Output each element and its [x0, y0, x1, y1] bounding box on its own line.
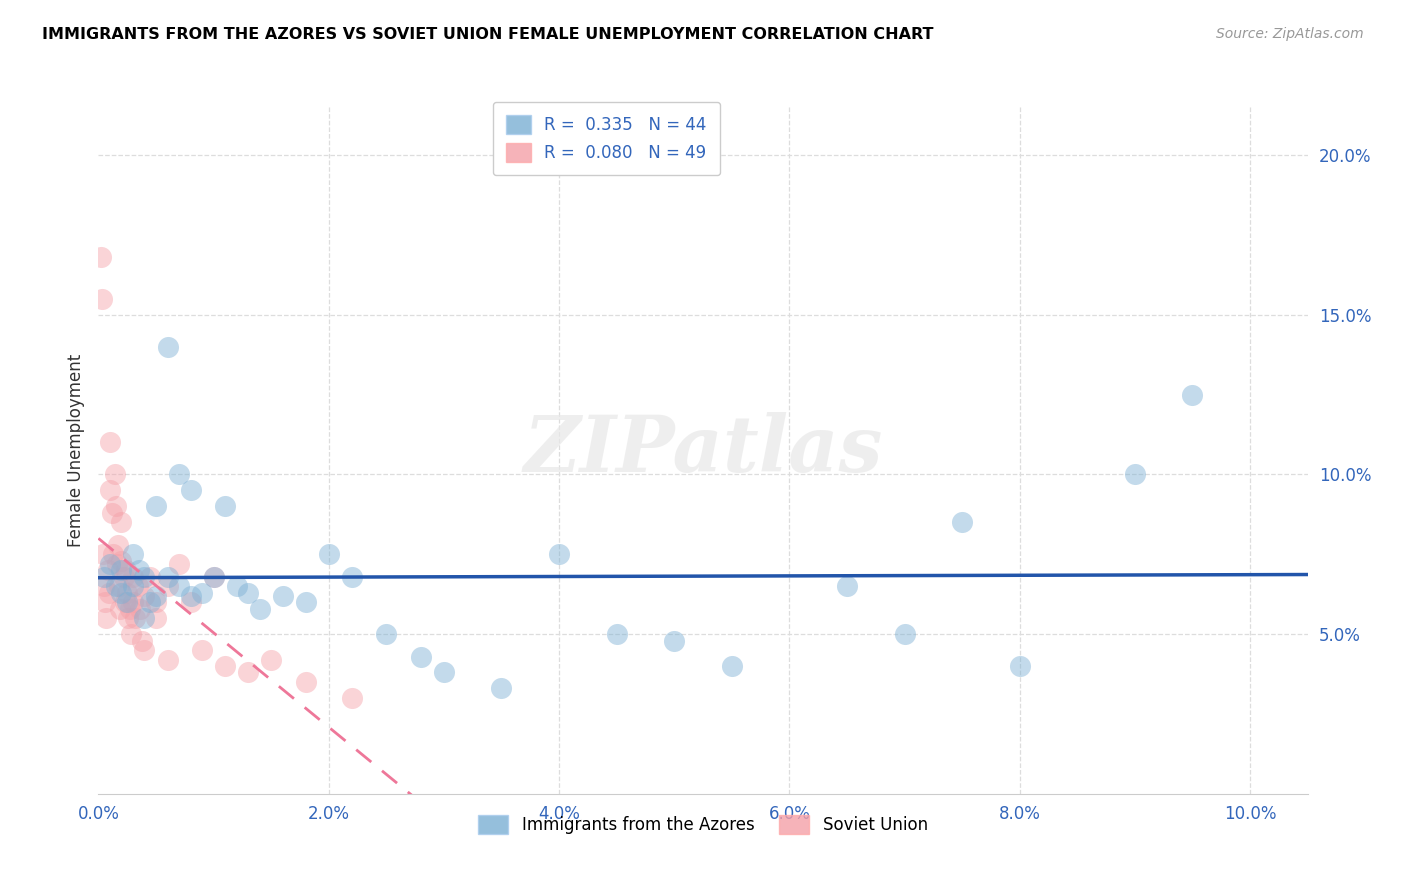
Point	[104, 500, 127, 514]
Point	[101, 506, 124, 520]
Point	[202, 569, 225, 583]
Point	[128, 563, 150, 577]
Point	[548, 547, 571, 561]
Point	[120, 627, 142, 641]
Point	[340, 691, 363, 706]
Point	[93, 569, 115, 583]
Point	[294, 675, 316, 690]
Point	[156, 569, 179, 583]
Point	[139, 595, 162, 609]
Point	[375, 627, 398, 641]
Point	[191, 643, 214, 657]
Point	[122, 569, 145, 583]
Point	[180, 595, 202, 609]
Point	[110, 563, 132, 577]
Point	[105, 557, 128, 571]
Point	[112, 569, 135, 583]
Point	[90, 250, 112, 264]
Point	[139, 569, 162, 583]
Text: Source: ZipAtlas.com: Source: ZipAtlas.com	[1216, 27, 1364, 41]
Point	[115, 563, 138, 577]
Point	[93, 579, 115, 593]
Point	[145, 595, 167, 609]
Point	[1123, 467, 1146, 482]
Point	[409, 649, 432, 664]
Legend: Immigrants from the Azores, Soviet Union: Immigrants from the Azores, Soviet Union	[471, 808, 935, 840]
Point	[128, 601, 150, 615]
Point	[127, 579, 149, 593]
Point	[103, 547, 125, 561]
Point	[318, 547, 340, 561]
Point	[225, 579, 247, 593]
Point	[118, 601, 141, 615]
Point	[131, 633, 153, 648]
Point	[98, 557, 121, 571]
Point	[271, 589, 294, 603]
Point	[107, 538, 129, 552]
Point	[167, 557, 190, 571]
Point	[260, 653, 283, 667]
Point	[249, 601, 271, 615]
Point	[835, 579, 858, 593]
Point	[491, 681, 513, 696]
Point	[122, 547, 145, 561]
Point	[124, 611, 146, 625]
Point	[110, 585, 132, 599]
Point	[167, 467, 190, 482]
Point	[664, 633, 686, 648]
Point	[94, 595, 117, 609]
Point	[180, 483, 202, 498]
Point	[134, 611, 156, 625]
Point	[950, 516, 973, 530]
Point	[134, 643, 156, 657]
Point	[606, 627, 628, 641]
Point	[236, 665, 259, 680]
Point	[1181, 387, 1204, 401]
Point	[122, 579, 145, 593]
Point	[214, 659, 236, 673]
Point	[156, 340, 179, 354]
Point	[115, 595, 138, 609]
Point	[145, 589, 167, 603]
Point	[294, 595, 316, 609]
Point	[97, 563, 120, 577]
Point	[236, 585, 259, 599]
Point	[110, 601, 132, 615]
Point	[893, 627, 915, 641]
Point	[134, 569, 156, 583]
Point	[720, 659, 742, 673]
Y-axis label: Female Unemployment: Female Unemployment	[66, 354, 84, 547]
Point	[145, 500, 167, 514]
Point	[98, 435, 121, 450]
Point	[90, 292, 112, 306]
Point	[134, 589, 156, 603]
Text: ZIPatlas: ZIPatlas	[523, 412, 883, 489]
Point	[108, 579, 131, 593]
Point	[1008, 659, 1031, 673]
Text: IMMIGRANTS FROM THE AZORES VS SOVIET UNION FEMALE UNEMPLOYMENT CORRELATION CHART: IMMIGRANTS FROM THE AZORES VS SOVIET UNI…	[42, 27, 934, 42]
Point	[145, 611, 167, 625]
Point	[110, 516, 132, 530]
Point	[103, 467, 125, 482]
Point	[214, 500, 236, 514]
Point	[104, 579, 127, 593]
Point	[98, 483, 121, 498]
Point	[340, 569, 363, 583]
Point	[110, 554, 132, 568]
Point	[114, 595, 136, 609]
Point	[122, 595, 145, 609]
Point	[167, 579, 190, 593]
Point	[96, 611, 118, 625]
Point	[156, 579, 179, 593]
Point	[97, 585, 120, 599]
Point	[156, 653, 179, 667]
Point	[115, 585, 138, 599]
Point	[202, 569, 225, 583]
Point	[91, 547, 114, 561]
Point	[191, 585, 214, 599]
Point	[117, 611, 139, 625]
Point	[180, 589, 202, 603]
Point	[433, 665, 456, 680]
